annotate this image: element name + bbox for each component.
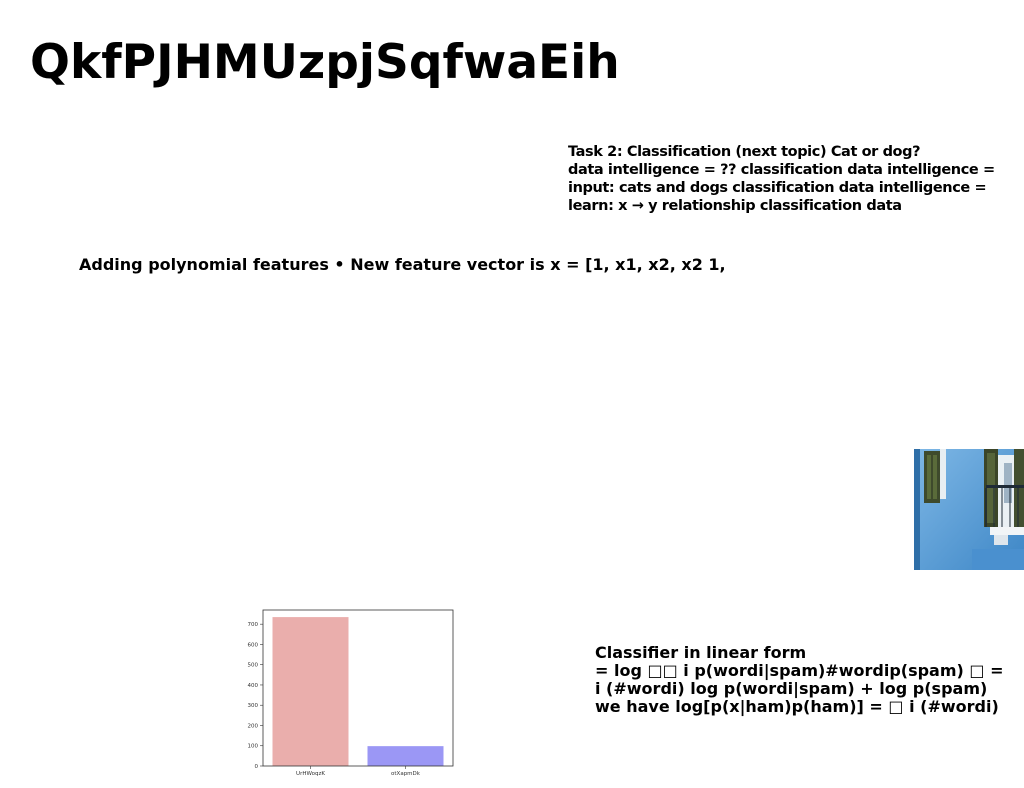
- bar-UrHWoqzK: [272, 617, 349, 766]
- building-photo: [914, 449, 1024, 570]
- y-tick-label: 600: [248, 642, 259, 648]
- classifier-line: Classifier in linear form: [595, 643, 807, 662]
- classifier-line: = log □□ i p(wordi|spam)#wordip(spam) □ …: [595, 661, 1004, 680]
- plot-frame: [262, 609, 454, 767]
- y-tick-label: 300: [248, 703, 259, 709]
- bar-chart: 0 100 200 300 400 500 600 700 UrHWoqzK otXapmDk: [236, 603, 466, 781]
- x-axis: UrHWoqzK otXapmDk: [296, 766, 421, 777]
- classifier-line: we have log[p(x|ham)p(ham)] = □ i (#word…: [595, 697, 999, 716]
- task-line: learn: x → y relationship classification…: [568, 198, 902, 214]
- bar-chart-svg: 0 100 200 300 400 500 600 700 UrHWoqzK otXapmDk: [248, 609, 454, 777]
- x-tick-label: UrHWoqzK: [296, 771, 325, 777]
- building-photo-graphic: [914, 449, 1024, 570]
- y-axis: 0 100 200 300 400 500 600 700: [248, 622, 263, 770]
- slide-title: QkfPJHMUzpjSqfwaEih: [30, 35, 620, 90]
- y-tick-label: 700: [248, 622, 259, 628]
- task-line: data intelligence = ?? classification da…: [568, 162, 995, 178]
- y-tick-label: 500: [248, 663, 259, 669]
- y-tick-label: 400: [248, 683, 259, 689]
- y-tick-label: 100: [248, 744, 259, 750]
- classifier-text-block: Classifier in linear form = log □□ i p(w…: [595, 644, 1004, 716]
- polynomial-features-text: Adding polynomial features • New feature…: [79, 255, 726, 274]
- task-line: input: cats and dogs classification data…: [568, 180, 987, 196]
- task-text-block: Task 2: Classification (next topic) Cat …: [568, 143, 995, 215]
- bar-otXapmDk: [367, 746, 444, 766]
- x-tick-label: otXapmDk: [391, 771, 421, 777]
- y-tick-label: 200: [248, 723, 259, 729]
- task-line: Task 2: Classification (next topic) Cat …: [568, 144, 921, 160]
- classifier-line: i (#wordi) log p(wordi|spam) + log p(spa…: [595, 679, 988, 698]
- y-tick-label: 0: [255, 764, 259, 770]
- bars: [272, 617, 444, 766]
